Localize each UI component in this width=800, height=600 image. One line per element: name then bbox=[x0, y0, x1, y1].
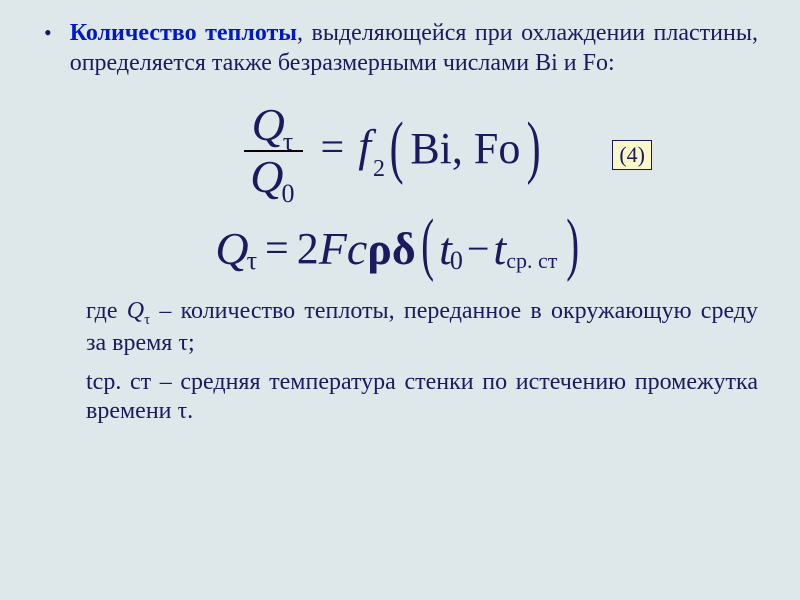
eq2-t0-sub: 0 bbox=[450, 246, 463, 276]
def1-lead: где bbox=[86, 298, 127, 324]
def2-sub: ср. ст bbox=[93, 369, 151, 395]
equations-area: Qτ Q0 = f2 ( Bi, Fo ) (4) Qτ = 2Fcρδ(t0 … bbox=[42, 102, 758, 275]
eq1-numerator: Qτ bbox=[246, 102, 302, 148]
eq2-rparen: ) bbox=[567, 224, 580, 266]
definition-1: где Qτ – количество теплоты, переданное … bbox=[42, 297, 758, 358]
eq2-c: c bbox=[347, 222, 367, 275]
bullet-block: • Количество теплоты, выделяющейся при о… bbox=[42, 18, 758, 78]
eq1-Fo: Fo bbox=[474, 124, 520, 173]
slide-root: • Количество теплоты, выделяющейся при о… bbox=[0, 0, 800, 600]
eq2-equals: = bbox=[257, 225, 297, 273]
eq2-Q: Q bbox=[215, 222, 248, 275]
equation-2: Qτ = 2Fcρδ(t0 − tср. ст) bbox=[42, 222, 758, 275]
eq2-rho: ρ bbox=[367, 222, 392, 275]
eq1-f-sub: 2 bbox=[373, 156, 385, 182]
eq2-delta: δ bbox=[392, 222, 416, 275]
eq1-Q-tau: Q bbox=[252, 99, 285, 150]
eq2-lparen: ( bbox=[421, 224, 434, 266]
eq2-minus: − bbox=[463, 225, 494, 272]
eq1-zero-sub: 0 bbox=[282, 179, 295, 208]
paragraph-1: Количество теплоты, выделяющейся при охл… bbox=[70, 18, 758, 78]
eq2-tcp-sub: ср. ст bbox=[506, 248, 557, 274]
paragraph-1-highlight: Количество теплоты bbox=[70, 20, 297, 46]
eq1-Bi: Bi bbox=[410, 124, 452, 173]
eq1-rparen: ) bbox=[527, 123, 541, 172]
eq1-denominator: Q0 bbox=[244, 154, 302, 200]
eq2-tcp: t bbox=[493, 222, 506, 275]
eq1-fraction: Qτ Q0 bbox=[244, 102, 302, 200]
def2-text: – средняя температура стенки по истечени… bbox=[86, 369, 758, 424]
eq1-args: Bi, Fo bbox=[408, 123, 522, 180]
eq1-f: f bbox=[358, 120, 373, 171]
def2-t: t bbox=[86, 369, 93, 395]
eq1-tau-sub: τ bbox=[283, 127, 293, 156]
bullet-icon: • bbox=[42, 18, 70, 48]
def1-text: – количество теплоты, переданное в окруж… bbox=[86, 298, 758, 356]
eq2-Q-sub: τ bbox=[247, 246, 257, 276]
equation-number: (4) bbox=[612, 140, 652, 170]
eq1-equals: = bbox=[303, 124, 359, 178]
eq2-F: F bbox=[319, 222, 347, 275]
eq1-func: f2 bbox=[358, 119, 385, 182]
definition-2: tср. ст – средняя температура стенки по … bbox=[42, 368, 758, 427]
eq1-lparen: ( bbox=[390, 123, 404, 172]
eq1-Q0: Q bbox=[250, 151, 283, 202]
def1-Q: Q bbox=[127, 298, 144, 324]
eq1-sep: , bbox=[452, 124, 474, 173]
eq2-2: 2 bbox=[297, 223, 319, 274]
